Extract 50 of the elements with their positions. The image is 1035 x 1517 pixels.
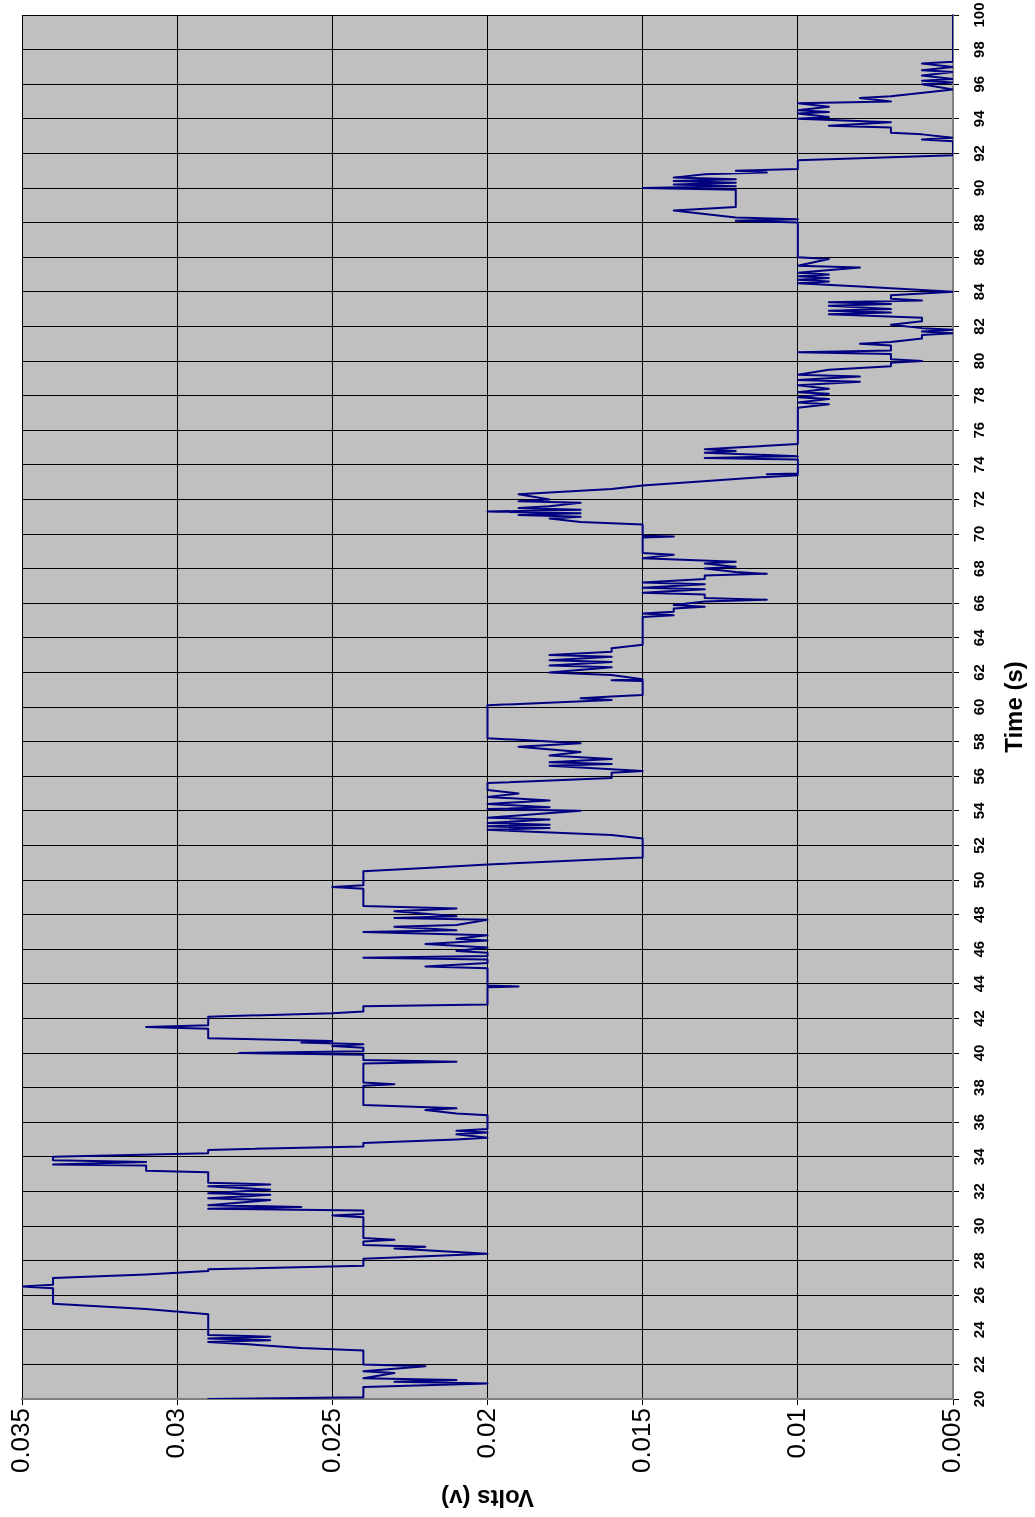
- y-tick-label: 84: [969, 282, 987, 301]
- y-tick-label: 96: [969, 75, 987, 93]
- y-tick-label: 94: [969, 109, 987, 128]
- x-tick-label: 0.015: [625, 1408, 656, 1474]
- y-tick-label: 80: [969, 352, 987, 370]
- x-tick-label: 0.03: [160, 1408, 191, 1459]
- y-tick-label: 38: [969, 1079, 987, 1096]
- y-tick-label: 76: [969, 421, 987, 439]
- y-tick-label: 34: [969, 1147, 987, 1166]
- x-axis-title: Volts (v): [441, 1485, 534, 1513]
- y-tick-label: 20: [969, 1390, 987, 1408]
- y-tick-label: 60: [969, 698, 987, 716]
- y-tick-label: 48: [969, 906, 987, 923]
- x-tick-label: 0.025: [315, 1408, 346, 1474]
- y-tick-label: 66: [969, 594, 987, 612]
- x-tick-label: 0.02: [470, 1408, 501, 1459]
- y-tick-label: 88: [969, 214, 987, 231]
- y-tick-label: 68: [969, 560, 987, 577]
- y-tick-label: 50: [969, 871, 987, 889]
- y-tick-label: 46: [969, 940, 987, 958]
- y-tick-label: 26: [969, 1286, 987, 1304]
- y-tick-label: 22: [969, 1356, 987, 1373]
- y-tick-label: 36: [969, 1113, 987, 1131]
- y-tick-label: 58: [969, 733, 987, 750]
- y-tick-label: 24: [969, 1320, 987, 1339]
- x-tick-label: 0.01: [781, 1408, 812, 1459]
- y-tick-label: 42: [969, 1010, 987, 1027]
- y-tick-label: 64: [969, 628, 987, 647]
- y-tick-label: 56: [969, 767, 987, 785]
- y-tick-label: 98: [969, 41, 987, 58]
- y-axis-title: Time (s): [999, 661, 1027, 753]
- y-tick-label: 92: [969, 145, 987, 162]
- y-tick-label: 32: [969, 1183, 987, 1200]
- y-tick-label: 62: [969, 664, 987, 681]
- y-tick-label: 52: [969, 837, 987, 854]
- y-tick-label: 70: [969, 525, 987, 543]
- y-tick-label: 28: [969, 1252, 987, 1269]
- y-tick-label: 44: [969, 974, 987, 993]
- y-tick-label: 54: [969, 801, 987, 820]
- y-tick-label: 90: [969, 179, 987, 197]
- x-tick-label: 0.035: [5, 1408, 36, 1474]
- y-tick-label: 78: [969, 387, 987, 404]
- y-tick-label: 74: [969, 455, 987, 474]
- y-tick-label: 40: [969, 1044, 987, 1062]
- y-tick-label: 100: [969, 2, 987, 28]
- y-tick-label: 30: [969, 1217, 987, 1235]
- y-tick-label: 86: [969, 248, 987, 266]
- y-tick-label: 82: [969, 318, 987, 335]
- x-tick-label: 0.005: [936, 1408, 967, 1474]
- y-tick-label: 72: [969, 491, 987, 508]
